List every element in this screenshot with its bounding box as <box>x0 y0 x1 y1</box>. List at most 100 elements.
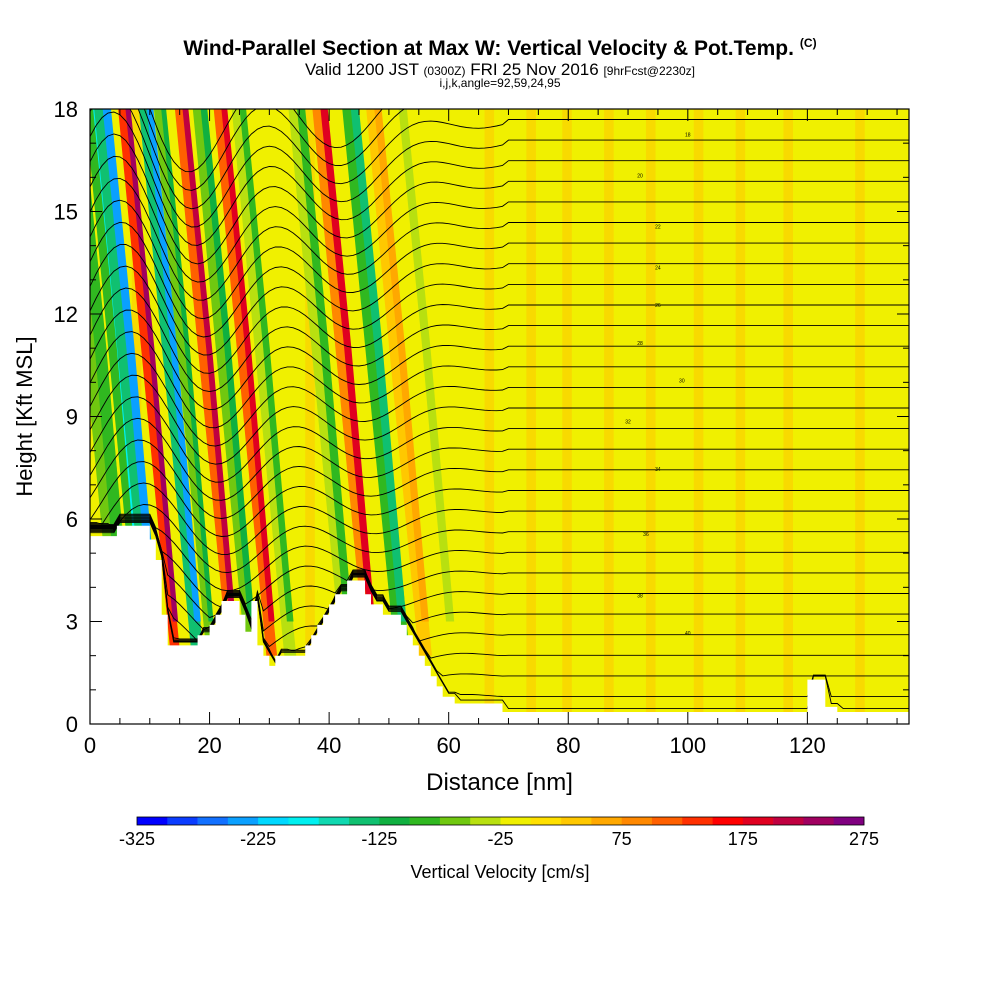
colorbar-tick-label: -325 <box>119 829 155 849</box>
theta-contour <box>90 461 909 537</box>
colorbar-swatch <box>227 817 259 825</box>
weak-velocity-streak <box>693 109 704 724</box>
weak-velocity-streak <box>604 109 614 724</box>
colorbar-swatch <box>833 817 865 825</box>
colorbar-swatch <box>712 817 744 825</box>
colorbar-swatch <box>137 817 168 825</box>
colorbar-tick-label: 275 <box>849 829 879 849</box>
theta-contour-label: 22 <box>655 225 661 231</box>
theta-contour <box>90 396 909 483</box>
weak-velocity-streak <box>305 109 315 724</box>
theta-contour <box>90 111 909 246</box>
colorbar-swatch <box>530 817 562 825</box>
weak-velocity-streak <box>484 109 495 724</box>
chart-title: Wind-Parallel Section at Max W: Vertical… <box>0 36 1000 61</box>
y-tick-label: 6 <box>66 507 78 532</box>
theta-contour <box>90 244 909 356</box>
colorbar-tick-label: -25 <box>487 829 513 849</box>
title-main: Wind-Parallel Section at Max W: Vertical… <box>183 37 794 60</box>
theta-contour-label: 24 <box>655 266 661 272</box>
x-axis-label: Distance [nm] <box>426 769 573 796</box>
colorbar-swatch <box>682 817 713 825</box>
theta-contour <box>90 309 909 411</box>
y-axis-label: Height [Kft MSL] <box>12 336 37 496</box>
velocity-band <box>125 109 179 622</box>
theta-contour <box>90 199 909 320</box>
weak-velocity-streak <box>855 109 865 724</box>
theta-contour-label: 40 <box>685 631 691 637</box>
colorbar-swatch <box>439 817 471 825</box>
theta-contour <box>90 504 909 574</box>
colorbar-swatch <box>379 817 410 825</box>
x-tick-label: 120 <box>789 733 826 758</box>
y-tick-label: 9 <box>66 405 78 430</box>
colorbar-swatch <box>803 817 835 825</box>
weak-velocity-streak <box>735 109 746 724</box>
theta-contour <box>90 331 909 429</box>
x-tick-label: 60 <box>436 733 460 758</box>
colorbar-tick-label: -125 <box>361 829 397 849</box>
velocity-band <box>200 109 255 622</box>
velocity-band <box>350 109 407 622</box>
colorbar-swatch <box>409 817 441 825</box>
y-tick-label: 3 <box>66 610 78 635</box>
velocity-band <box>182 109 236 622</box>
theta-contour-label: 20 <box>637 173 643 179</box>
colorbar-swatch <box>349 817 380 825</box>
colorbar-swatch <box>470 817 501 825</box>
theta-contour <box>137 109 909 210</box>
weak-velocity-streak <box>526 109 536 724</box>
terrain-mask <box>90 525 909 724</box>
velocity-band <box>297 109 353 622</box>
theta-contour <box>90 287 909 393</box>
colorbar-swatch <box>258 817 289 825</box>
theta-contour-label: 38 <box>637 594 643 600</box>
y-tick-label: 0 <box>66 712 78 737</box>
theta-contour <box>90 374 909 465</box>
x-tick-label: 40 <box>317 733 341 758</box>
colorbar-swatch <box>621 817 653 825</box>
theta-contour <box>90 514 909 608</box>
velocity-band <box>320 109 376 622</box>
colorbar-swatch <box>742 817 774 825</box>
theta-contour <box>90 352 909 447</box>
valid-utc: (0300Z) <box>423 64 466 78</box>
theta-contour-label: 18 <box>685 132 691 138</box>
theta-contour <box>90 513 909 592</box>
velocity-band <box>374 109 429 622</box>
weak-velocity-streak <box>562 109 572 724</box>
velocity-band <box>90 182 130 622</box>
valid-prefix: Valid 1200 JST <box>304 60 419 79</box>
valid-forecast: [9hrFcst@2230z] <box>603 64 696 78</box>
y-tick-label: 15 <box>54 200 78 225</box>
velocity-band <box>146 109 201 622</box>
colorbar-tick-label: -225 <box>240 829 276 849</box>
velocity-band <box>221 109 275 622</box>
colorbar-label: Vertical Velocity [cm/s] <box>410 862 590 882</box>
colorbar-swatch <box>651 817 683 825</box>
colorbar-frame <box>136 816 865 826</box>
theta-contour <box>90 109 909 228</box>
x-tick-label: 20 <box>197 733 221 758</box>
theta-contour <box>90 482 909 555</box>
colorbar-swatch <box>288 817 320 825</box>
velocity-band <box>398 109 455 622</box>
colorbar-swatch <box>167 817 198 825</box>
theta-contour <box>90 221 909 338</box>
colorbar-tick-label: 175 <box>728 829 758 849</box>
colorbar-tick-label: 75 <box>612 829 632 849</box>
theta-contour <box>90 265 909 374</box>
theta-contour-label: 30 <box>679 378 685 384</box>
theta-contour-label: 34 <box>655 467 661 473</box>
colorbar-swatch <box>591 817 622 825</box>
theta-contour <box>90 177 909 301</box>
theta-contour <box>90 155 909 283</box>
colorbar-swatch <box>773 817 804 825</box>
valid-date: FRI 25 Nov 2016 <box>470 60 599 79</box>
colorbar-swatch <box>561 817 592 825</box>
theta-contour-label: 26 <box>655 303 661 309</box>
theta-contour-label: 36 <box>643 532 649 538</box>
colorbar-swatch <box>500 817 532 825</box>
